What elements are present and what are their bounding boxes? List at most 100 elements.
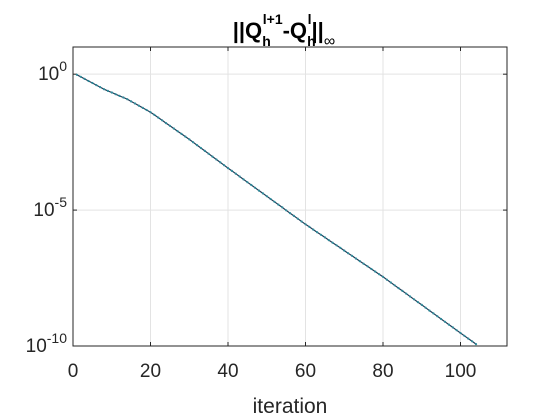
data-point xyxy=(300,220,303,223)
data-point xyxy=(199,146,202,150)
data-point xyxy=(230,169,233,172)
data-point xyxy=(137,104,140,107)
data-point xyxy=(420,303,423,306)
data-point xyxy=(238,175,241,178)
data-point xyxy=(327,239,330,242)
data-point xyxy=(374,270,377,273)
data-point xyxy=(428,309,431,312)
data-point xyxy=(455,329,458,332)
data-point xyxy=(281,206,284,209)
data-point xyxy=(141,106,144,109)
data-point xyxy=(269,197,272,201)
data-point xyxy=(161,119,164,122)
data-point xyxy=(339,246,342,249)
data-point xyxy=(277,203,280,206)
data-point xyxy=(443,320,447,323)
data-point xyxy=(254,186,257,189)
x-tick-label: 20 xyxy=(140,361,161,382)
data-point xyxy=(366,265,369,268)
data-point xyxy=(273,200,276,203)
data-point xyxy=(126,98,129,101)
data-point xyxy=(106,89,109,92)
plot-area xyxy=(73,47,507,346)
data-point xyxy=(211,155,214,158)
data-point xyxy=(153,113,156,116)
y-tick-label: 10-10 xyxy=(26,330,68,357)
data-point xyxy=(157,116,160,119)
data-point xyxy=(242,178,245,181)
series-layer xyxy=(75,73,478,346)
data-point xyxy=(412,298,416,301)
data-point xyxy=(409,295,412,298)
data-point xyxy=(447,323,450,326)
data-point xyxy=(308,225,311,228)
data-point xyxy=(397,287,400,290)
data-point xyxy=(451,326,454,329)
data-point xyxy=(122,96,125,99)
x-tick-label: 80 xyxy=(372,361,393,382)
data-point xyxy=(436,315,439,318)
data-point xyxy=(467,337,470,340)
data-point xyxy=(188,138,191,141)
data-point xyxy=(168,124,171,127)
data-point xyxy=(389,281,392,284)
data-point xyxy=(463,334,466,337)
data-point xyxy=(172,127,175,130)
data-point xyxy=(323,236,326,239)
data-point xyxy=(296,217,299,220)
data-point xyxy=(354,257,357,260)
data-point xyxy=(195,144,199,147)
data-point xyxy=(176,130,179,133)
data-point xyxy=(343,249,346,252)
data-point xyxy=(288,212,292,215)
data-point xyxy=(393,284,396,287)
data-point xyxy=(432,312,435,315)
data-point xyxy=(304,223,307,226)
data-point xyxy=(226,167,230,170)
data-point xyxy=(99,86,102,89)
data-point xyxy=(358,260,361,263)
data-point xyxy=(114,93,117,96)
chart-title: ||Qhl+1-Qhl||∞ xyxy=(233,11,335,50)
data-point xyxy=(381,275,385,278)
data-point xyxy=(180,132,183,135)
data-point xyxy=(370,267,373,271)
data-point xyxy=(145,108,148,112)
y-tick-label: 10-5 xyxy=(33,194,67,221)
x-tick-label: 40 xyxy=(217,361,238,382)
data-point xyxy=(87,79,90,83)
data-point xyxy=(312,228,315,231)
data-point xyxy=(331,241,334,244)
x-tick-labels: 0 20 40 60 80 100 xyxy=(68,361,477,382)
data-point xyxy=(250,183,253,187)
data-point xyxy=(203,149,206,152)
data-point xyxy=(234,172,237,175)
data-point xyxy=(83,77,86,80)
data-point xyxy=(471,340,474,343)
data-point xyxy=(347,252,350,255)
data-point xyxy=(91,81,94,85)
data-point xyxy=(378,273,381,276)
data-point xyxy=(292,214,295,217)
plot-frame xyxy=(72,46,508,347)
data-point xyxy=(223,164,226,167)
data-point xyxy=(118,94,121,97)
data-point xyxy=(219,161,222,164)
data-point xyxy=(459,331,462,335)
data-point xyxy=(130,100,133,103)
data-point xyxy=(440,317,443,321)
data-point xyxy=(207,152,210,155)
data-point xyxy=(362,262,365,265)
ticks xyxy=(72,47,507,347)
data-point xyxy=(335,244,338,247)
data-point xyxy=(149,111,152,114)
data-point xyxy=(405,292,408,295)
data-point xyxy=(285,209,288,212)
data-point xyxy=(474,343,478,346)
x-tick-label: 0 xyxy=(68,361,79,382)
data-point xyxy=(424,306,427,309)
grid xyxy=(73,47,507,346)
data-point xyxy=(416,301,419,304)
data-point xyxy=(95,84,98,87)
data-point xyxy=(164,122,168,125)
